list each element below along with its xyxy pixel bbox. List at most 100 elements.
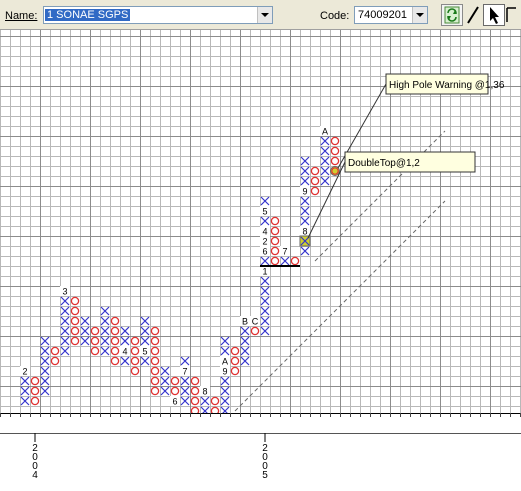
line-tool-button[interactable] <box>464 4 486 26</box>
o-mark <box>110 356 120 366</box>
annotation-leader <box>307 161 346 239</box>
month-label: 6 <box>262 247 267 257</box>
annotation-text: High Pole Warning @1,36 <box>389 80 505 91</box>
o-mark <box>190 386 200 396</box>
x-mark <box>60 296 70 306</box>
month-label: 4 <box>262 227 267 237</box>
month-label-bg <box>220 366 230 376</box>
o-mark <box>330 156 340 166</box>
o-mark <box>110 326 120 336</box>
line-tool-icon <box>467 6 479 24</box>
x-mark <box>60 336 70 346</box>
x-mark <box>320 156 330 166</box>
x-mark <box>160 386 170 396</box>
month-label: 3 <box>62 287 67 297</box>
month-label-bg <box>260 206 270 216</box>
refresh-button[interactable] <box>441 4 463 26</box>
x-mark <box>300 166 310 176</box>
month-label: 9 <box>302 187 307 197</box>
x-mark <box>300 196 310 206</box>
o-mark <box>130 366 140 376</box>
month-label: 5 <box>142 347 147 357</box>
x-mark <box>200 396 210 406</box>
month-label: 4 <box>122 347 127 357</box>
x-mark <box>320 136 330 146</box>
month-label: 1 <box>262 267 267 277</box>
o-mark <box>70 326 80 336</box>
annotation-text: DoubleTop@1,2 <box>348 158 420 169</box>
month-label: 8 <box>302 227 307 237</box>
o-mark <box>270 256 280 266</box>
month-label-bg <box>20 366 30 376</box>
x-mark <box>40 346 50 356</box>
point-and-figure-chart[interactable]: 2 3 4 5 6 7 8 A 9 B C 1 2 4 5 6 7 8 9 A High Pole Warning @1… <box>0 30 521 486</box>
o-mark <box>110 336 120 346</box>
x-mark <box>300 206 310 216</box>
x-mark <box>140 316 150 326</box>
month-label-bg <box>120 346 130 356</box>
x-mark <box>20 386 30 396</box>
o-mark <box>310 166 320 176</box>
x-mark <box>60 316 70 326</box>
x-mark <box>320 166 330 176</box>
x-mark <box>40 376 50 386</box>
pointer-tool-button[interactable] <box>483 4 505 26</box>
month-label: 9 <box>222 367 227 377</box>
x-mark <box>120 326 130 336</box>
code-combobox[interactable]: 74009201 <box>354 6 428 24</box>
pointer-icon <box>490 7 499 24</box>
x-mark <box>160 376 170 386</box>
month-label: A <box>322 127 328 137</box>
chart-toolbar: Name: 1 SONAE SGPS Code: 74009201 <box>0 0 521 30</box>
month-label-bg <box>260 246 270 256</box>
month-label-bg <box>170 396 180 406</box>
o-mark <box>310 186 320 196</box>
o-mark <box>290 256 300 266</box>
x-mark <box>140 336 150 346</box>
zoom-tool-button[interactable] <box>504 4 521 26</box>
chevron-down-icon[interactable] <box>257 7 272 23</box>
month-label: 5 <box>262 207 267 217</box>
x-mark <box>80 316 90 326</box>
x-mark <box>100 346 110 356</box>
x-mark <box>100 316 110 326</box>
o-mark <box>30 376 40 386</box>
x-mark <box>300 156 310 166</box>
x-mark <box>320 146 330 156</box>
refresh-icon <box>444 6 460 24</box>
o-mark <box>170 386 180 396</box>
x-mark <box>180 356 190 366</box>
o-mark <box>270 246 280 256</box>
o-mark <box>190 376 200 386</box>
o-mark <box>130 346 140 356</box>
x-mark <box>120 356 130 366</box>
month-label-bg <box>300 226 310 236</box>
name-label: Name: <box>5 10 38 22</box>
chevron-down-icon[interactable] <box>412 7 427 23</box>
x-mark <box>260 286 270 296</box>
month-label-bg <box>180 366 190 376</box>
x-mark <box>220 396 230 406</box>
x-mark <box>160 366 170 376</box>
x-mark <box>300 246 310 256</box>
month-label-bg <box>260 226 270 236</box>
x-mark <box>260 326 270 336</box>
x-mark <box>20 396 30 406</box>
o-mark <box>110 316 120 326</box>
o-mark <box>270 216 280 226</box>
o-mark <box>331 167 339 175</box>
x-mark <box>100 306 110 316</box>
o-mark <box>270 226 280 236</box>
month-label: C <box>252 317 259 327</box>
x-mark <box>220 376 230 386</box>
name-combobox[interactable]: 1 SONAE SGPS <box>43 6 273 24</box>
o-mark <box>170 376 180 386</box>
annotation-box <box>344 151 476 173</box>
o-mark <box>130 336 140 346</box>
x-mark <box>300 216 310 226</box>
x-mark <box>240 356 250 366</box>
o-mark <box>90 326 100 336</box>
